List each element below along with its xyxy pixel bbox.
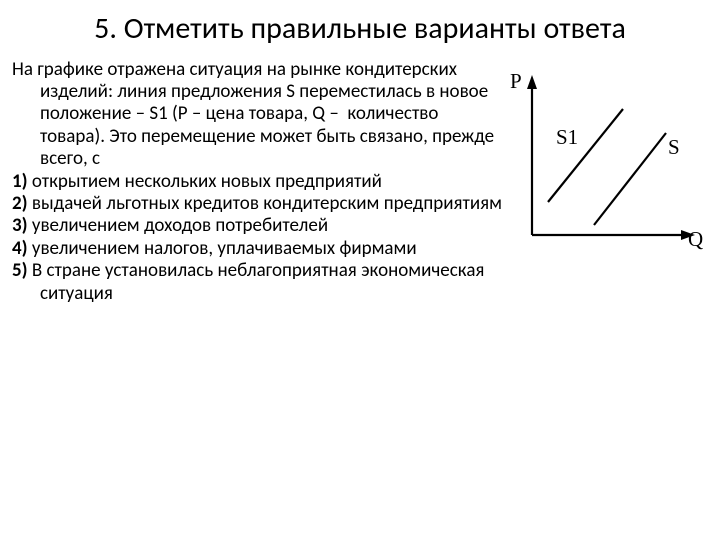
option-5: 5) В стране установилась неблагоприятная…: [12, 260, 504, 305]
content-row: На графике отражена ситуация на рынке ко…: [0, 55, 720, 305]
chart-column: P S1 S Q: [508, 59, 708, 305]
option-3: 3) увеличением доходов потребителей: [12, 215, 504, 237]
text-column: На графике отражена ситуация на рынке ко…: [12, 59, 508, 305]
option-text: открытием нескольких новых предприятий: [28, 170, 382, 193]
intro-text: На графике отражена ситуация на рынке ко…: [12, 59, 504, 171]
chart-svg: [508, 67, 703, 267]
option-4: 4) увеличением налогов, уплачиваемых фир…: [12, 238, 504, 260]
supply-chart: P S1 S Q: [508, 67, 703, 267]
y-axis-arrow-icon: [527, 75, 537, 89]
axis-label-p: P: [510, 69, 522, 94]
option-text: В стране установилась неблагоприятная эк…: [28, 259, 485, 304]
page-title: 5. Отметить правильные варианты ответа: [0, 0, 720, 55]
option-1: 1) открытием нескольких новых предприяти…: [12, 171, 504, 193]
supply-line-s: [594, 133, 666, 225]
option-text: увеличением доходов потребителей: [28, 214, 329, 237]
line-label-s: S: [668, 135, 680, 160]
axis-label-q: Q: [688, 227, 703, 252]
option-num: 2): [12, 192, 28, 215]
line-label-s1: S1: [556, 125, 578, 150]
option-2: 2) выдачей льготных кредитов кондитерски…: [12, 193, 504, 215]
supply-line-s1: [548, 109, 623, 202]
option-text: увеличением налогов, уплачиваемых фирмам…: [28, 237, 417, 260]
option-text: выдачей льготных кредитов кондитерским п…: [28, 192, 502, 215]
option-num: 4): [12, 237, 28, 260]
option-num: 1): [12, 170, 28, 193]
option-num: 3): [12, 214, 28, 237]
option-num: 5): [12, 259, 28, 282]
